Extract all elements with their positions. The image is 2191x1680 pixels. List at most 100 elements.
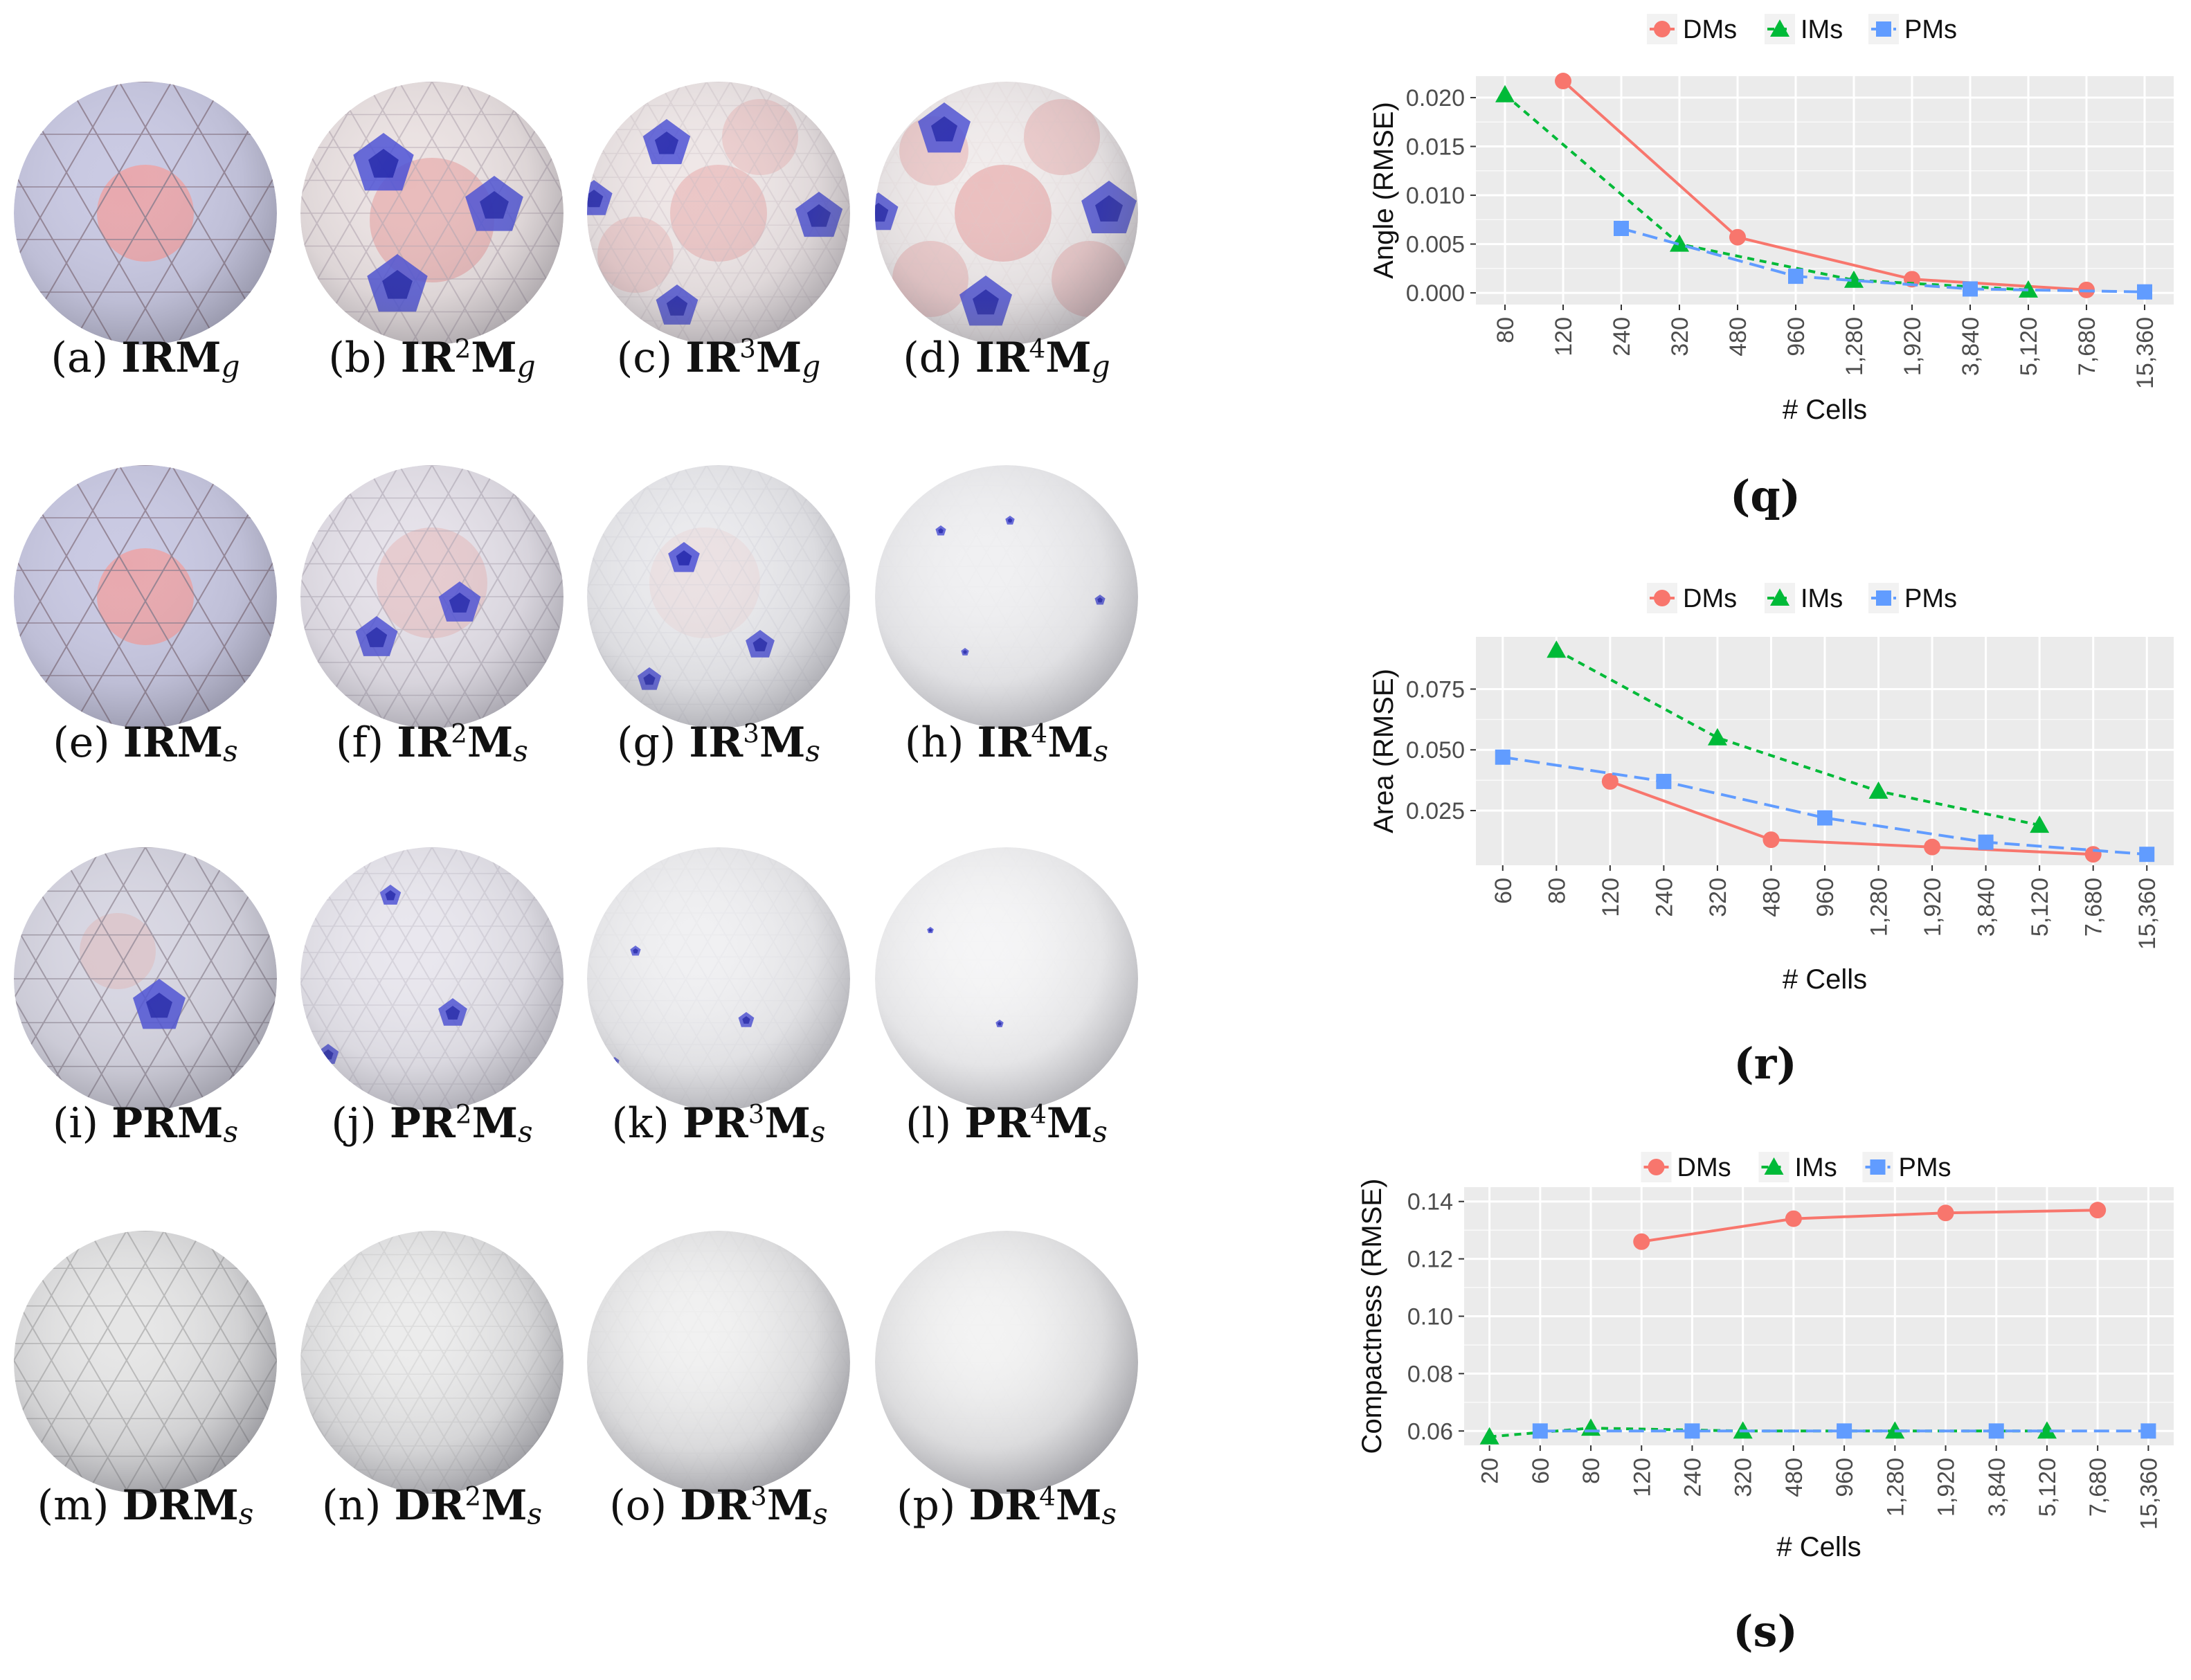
panel-superscript: 4 [1030, 1099, 1047, 1130]
data-point [1656, 773, 1672, 789]
panel-caption: (l) PR4Ms [861, 1099, 1152, 1148]
y-tick-label: 0.08 [1407, 1361, 1453, 1387]
series-line [1504, 93, 2029, 291]
panel-label: (j) [331, 1099, 377, 1148]
data-point [1785, 1210, 1802, 1227]
panel-subscript: s [1092, 1114, 1108, 1149]
panel-name-suffix: M [471, 334, 517, 382]
x-tick-label: 1,280 [1882, 1458, 1909, 1517]
sphere-drawing [14, 82, 277, 345]
series-pms [1532, 1423, 2156, 1439]
data-point [1601, 773, 1619, 790]
sphere-shading [300, 465, 563, 728]
data-point [2089, 1202, 2107, 1219]
data-point [1670, 234, 1689, 252]
x-tick-label: 120 [1598, 878, 1624, 917]
sphere-image [874, 846, 1139, 1112]
x-tick-label: 320 [1731, 1458, 1757, 1497]
sphere-shading [14, 82, 277, 345]
line-chart: 0.025 0.050 0.075 60 80 120 240 320 480 960 1,280 1… [1336, 568, 2191, 1011]
x-axis-label: # Cells [1783, 964, 1867, 995]
data-point [2140, 1423, 2156, 1439]
panel-subscript: g [516, 349, 536, 383]
sphere-drawing [875, 847, 1138, 1110]
sphere-drawing [587, 465, 850, 728]
y-tick-label: 0.015 [1406, 134, 1465, 161]
x-tick-label: 15,360 [2132, 317, 2158, 389]
sphere-shading [587, 847, 850, 1110]
sphere-image [299, 464, 565, 730]
panel-caption: (h) IR4Ms [861, 719, 1152, 768]
panel-label: (m) [37, 1481, 109, 1530]
x-tick-label: 240 [1679, 1458, 1706, 1497]
sphere-image [586, 80, 851, 346]
sphere-drawing [875, 465, 1138, 728]
x-tick-label: 480 [1758, 878, 1785, 917]
data-point [1937, 1204, 1954, 1222]
x-tick-label: 7,680 [2085, 1458, 2111, 1517]
panel-caption: (j) PR2Ms [287, 1099, 577, 1148]
data-point [1963, 281, 1978, 297]
y-tick-label: 0.06 [1407, 1418, 1453, 1445]
data-point [2030, 815, 2050, 833]
x-tick-label: 960 [1832, 1458, 1858, 1497]
x-tick-label: 5,120 [2027, 878, 2053, 937]
panel-caption: (n) DR2Ms [287, 1481, 577, 1530]
panel-name: PR [682, 1099, 748, 1148]
legend-label: DMs [1683, 584, 1737, 613]
panel-name-suffix: M [764, 1099, 811, 1148]
panel-subscript: s [813, 1497, 828, 1531]
y-tick-label: 0.10 [1407, 1304, 1453, 1330]
panel-superscript: 4 [1029, 333, 1046, 364]
sphere-drawing [875, 1231, 1138, 1494]
data-point [1844, 270, 1864, 288]
data-point [1684, 1423, 1700, 1439]
panel-caption: (f) IR2Ms [287, 719, 577, 768]
sphere-image [12, 1229, 278, 1495]
panel-label: (i) [52, 1099, 98, 1148]
panel-subscript: s [513, 734, 528, 768]
sphere-image [586, 1229, 851, 1495]
panel-superscript: 4 [1039, 1481, 1056, 1512]
x-tick-label: 1,920 [1900, 317, 1926, 376]
x-tick-label: 480 [1781, 1458, 1807, 1497]
data-point [1614, 221, 1629, 236]
data-point [1495, 749, 1511, 765]
y-tick-label: 0.010 [1406, 183, 1465, 209]
panel-name-suffix: M [755, 334, 802, 382]
panel-caption: (g) IR3Ms [573, 719, 864, 768]
data-point [1495, 84, 1515, 102]
panel-subscript: s [805, 734, 820, 768]
x-tick-label: 960 [1783, 317, 1810, 356]
panel-label: (c) [616, 334, 673, 382]
data-point [1633, 1233, 1650, 1250]
panel-name: IR [977, 719, 1031, 767]
panel-caption: (a) IRMg [0, 334, 291, 383]
panel-label: (k) [611, 1099, 669, 1148]
panel-caption: (o) DR3Ms [573, 1481, 864, 1530]
panel-name: DR [968, 1481, 1040, 1530]
panel-name: PR [964, 1099, 1031, 1148]
sphere-drawing [300, 847, 563, 1110]
sphere-shading [875, 82, 1138, 345]
sphere-drawing [14, 1231, 277, 1494]
panel-label: (d) [903, 334, 962, 382]
x-tick-label: 480 [1725, 317, 1751, 356]
sphere-image [586, 846, 851, 1112]
sphere-drawing [300, 465, 563, 728]
panel-superscript: 2 [465, 1481, 482, 1512]
y-tick-label: 0.005 [1406, 232, 1465, 258]
x-tick-label: 120 [1629, 1458, 1655, 1497]
x-tick-label: 1,280 [1841, 317, 1868, 376]
data-point [2137, 284, 2152, 300]
data-point [2037, 1421, 2057, 1439]
y-tick-label: 0.025 [1406, 798, 1465, 824]
panel-superscript: 2 [451, 718, 467, 749]
panel-subscript: g [1091, 349, 1110, 383]
sphere-shading [875, 1231, 1138, 1494]
x-tick-label: 240 [1651, 878, 1677, 917]
sphere-shading [587, 82, 850, 345]
data-point [1479, 1427, 1499, 1445]
sphere-shading [875, 847, 1138, 1110]
x-tick-label: 1,920 [1920, 878, 1946, 937]
